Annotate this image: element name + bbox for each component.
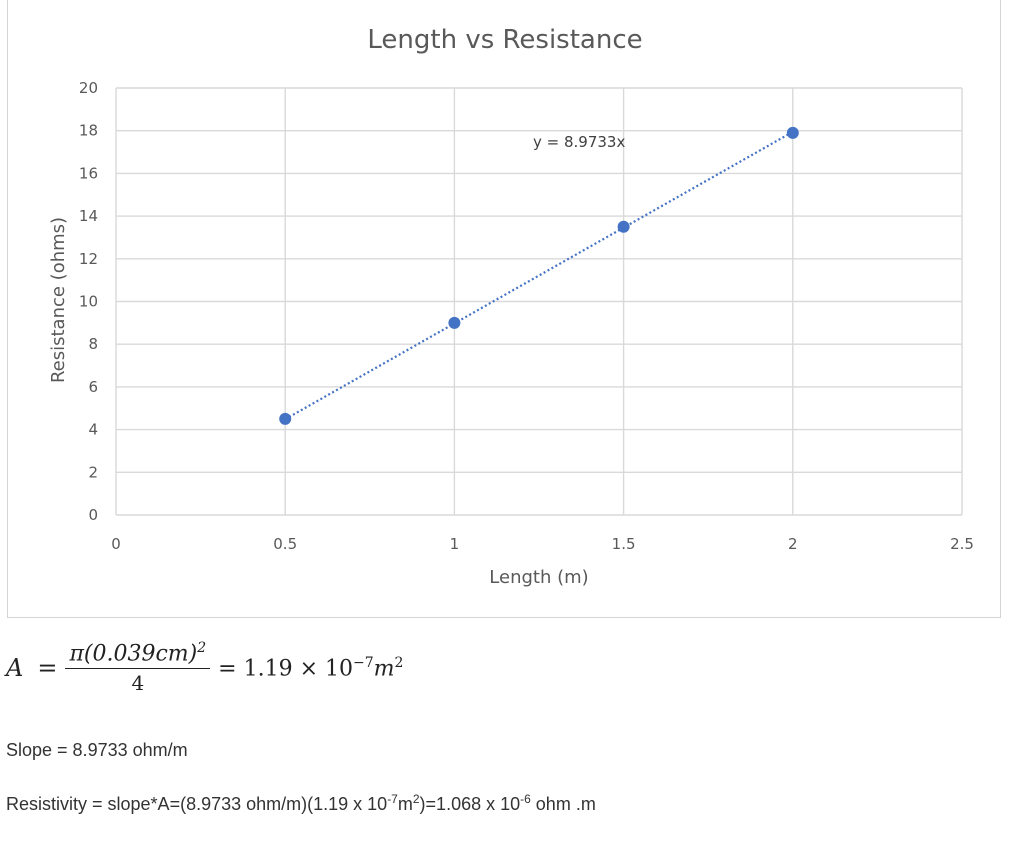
formula-fraction: π(0.039cm)2 4 xyxy=(65,640,211,696)
trend-layer xyxy=(284,130,794,421)
y-tick-label: 16 xyxy=(79,164,98,182)
area-formula: A = π(0.039cm)2 4 = 1.19 × 10−7m2 xyxy=(6,640,403,695)
y-tick-label: 6 xyxy=(88,378,98,396)
formula-rhs-unit-exp: 2 xyxy=(394,654,404,671)
x-axis-title: Length (m) xyxy=(489,567,588,588)
y-tick-label: 14 xyxy=(79,207,98,225)
formula-numerator-exp: 2 xyxy=(197,640,207,656)
data-point xyxy=(617,220,630,233)
chart-frame: Length vs Resistance 0 2 4 6 8 10 12 14 16 18 20 0 0… xyxy=(7,0,1001,618)
formula-numerator-text: π(0.039cm) xyxy=(69,641,198,667)
y-tick-label: 18 xyxy=(79,122,98,140)
y-axis-title: Resistance (ohms) xyxy=(48,217,69,383)
resistivity-exp2: 2 xyxy=(412,792,420,806)
y-tick-label: 0 xyxy=(88,506,98,524)
formula-rhs-exp: −7 xyxy=(353,654,374,671)
tick-layer: 0 2 4 6 8 10 12 14 16 18 20 0 0.5 1 1.5 2 2.5 xyxy=(79,79,974,553)
data-point xyxy=(786,126,799,139)
x-tick-label: 0.5 xyxy=(273,535,297,553)
formula-rhs: = 1.19 × 10−7m2 xyxy=(218,655,403,681)
formula-denominator: 4 xyxy=(131,671,145,696)
x-tick-label: 2.5 xyxy=(950,535,974,553)
formula-equals: = xyxy=(37,653,58,682)
trendline-label: y = 8.9733x xyxy=(533,133,625,151)
x-tick-label: 0 xyxy=(111,535,121,553)
slope-text: Slope = 8.9733 ohm/m xyxy=(6,740,188,760)
resistivity-part2: m xyxy=(397,794,413,814)
y-tick-label: 20 xyxy=(79,79,98,97)
formula-rhs-text: = 1.19 × 10 xyxy=(218,655,353,681)
x-tick-label: 2 xyxy=(788,535,798,553)
x-tick-label: 1 xyxy=(450,535,460,553)
chart-title: Length vs Resistance xyxy=(367,25,642,55)
resistivity-part4: ohm .m xyxy=(530,794,596,814)
point-layer xyxy=(279,126,799,425)
data-point xyxy=(448,316,461,329)
resistivity-part1: Resistivity = slope*A=(8.9733 ohm/m)(1.1… xyxy=(6,794,388,814)
x-tick-label: 1.5 xyxy=(612,535,636,553)
resistivity-exp1: -7 xyxy=(387,792,398,806)
y-tick-label: 10 xyxy=(79,293,98,311)
y-tick-label: 12 xyxy=(79,250,98,268)
trendline xyxy=(284,130,794,421)
y-tick-label: 8 xyxy=(88,335,98,353)
formula-rhs-unit: m xyxy=(373,655,395,681)
resistivity-exp3: -6 xyxy=(520,792,531,806)
y-tick-label: 4 xyxy=(88,421,98,439)
resistivity-text: Resistivity = slope*A=(8.9733 ohm/m)(1.1… xyxy=(6,792,596,815)
resistivity-part3: )=1.068 x 10 xyxy=(419,794,521,814)
data-point xyxy=(279,412,292,425)
formula-numerator: π(0.039cm)2 xyxy=(65,640,211,670)
formula-lhs: A xyxy=(6,653,24,682)
grid-layer xyxy=(115,87,963,516)
y-tick-label: 2 xyxy=(88,463,98,481)
